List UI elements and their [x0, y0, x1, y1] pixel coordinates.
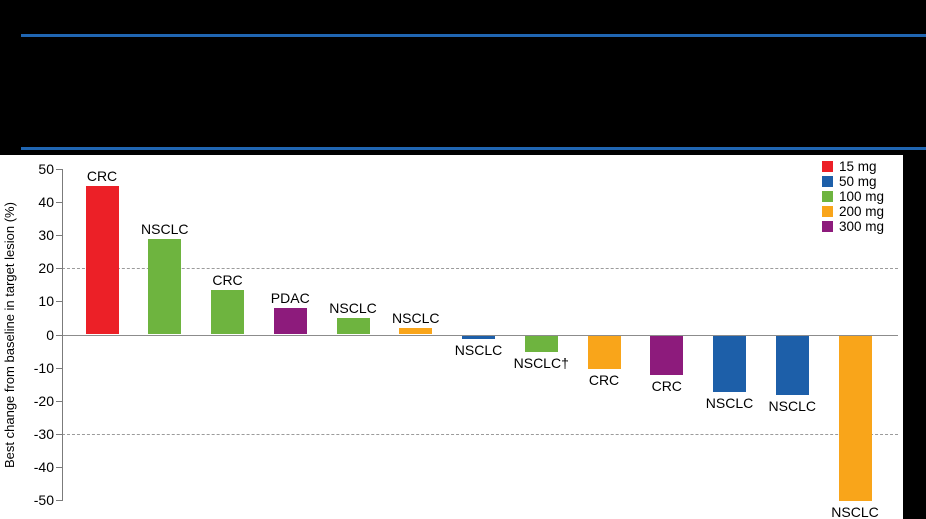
- y-tick-mark: [56, 268, 62, 270]
- legend-item-100mg: 100 mg: [822, 188, 885, 204]
- legend-swatch-15mg: [822, 160, 833, 172]
- bar-6-NSCLC: [399, 327, 433, 335]
- y-tick-label: 50: [38, 161, 54, 177]
- y-tick-mark: [56, 169, 62, 170]
- y-axis-line: [62, 169, 63, 501]
- y-tick-mark: [56, 202, 62, 204]
- y-tick-label: 30: [38, 227, 54, 244]
- legend-swatch-300mg: [822, 220, 833, 232]
- bar-label-5: NSCLC: [329, 299, 377, 316]
- bar-label-12: NSCLC: [768, 398, 816, 415]
- y-tick-label: -20: [33, 392, 54, 409]
- y-tick-mark: [56, 400, 62, 402]
- bar-3-CRC: [211, 289, 244, 335]
- y-axis-title: Best change from baseline in target lesi…: [2, 202, 17, 468]
- reference-line--30: [62, 433, 898, 435]
- legend-label: 50 mg: [839, 173, 877, 189]
- legend-label: 300 mg: [839, 218, 885, 234]
- y-tick-label: 40: [38, 194, 54, 211]
- legend-label: 15 mg: [839, 158, 877, 174]
- bar-label-1: CRC: [86, 167, 118, 184]
- bar-11-NSCLC: [713, 335, 746, 392]
- header-rule-bottom: [21, 147, 926, 150]
- bar-label-4: PDAC: [270, 290, 310, 307]
- bar-12-NSCLC: [775, 335, 809, 396]
- y-tick-label: 10: [38, 293, 54, 310]
- legend-item-200mg: 200 mg: [822, 203, 885, 219]
- y-tick-mark: [56, 334, 62, 336]
- bar-9-CRC: [587, 335, 621, 369]
- bar-label-10: CRC: [651, 378, 682, 395]
- y-tick-mark: [56, 466, 62, 468]
- bar-label-11: NSCLC: [705, 394, 754, 411]
- chart-panel: Best change from baseline in target lesi…: [0, 155, 903, 519]
- bar-7-NSCLC: [462, 335, 495, 339]
- legend-swatch-50mg: [822, 175, 833, 187]
- legend-swatch-100mg: [822, 190, 833, 202]
- y-tick-label: 20: [38, 260, 54, 277]
- y-tick-label: -30: [33, 425, 54, 442]
- y-tick-mark: [56, 301, 62, 303]
- legend-item-15mg: 15 mg: [822, 158, 877, 174]
- legend-label: 200 mg: [839, 203, 885, 219]
- y-tick-mark: [56, 433, 62, 435]
- y-tick-label: -40: [33, 458, 54, 475]
- bar-label-6: NSCLC: [392, 309, 440, 326]
- bar-10-CRC: [650, 335, 684, 376]
- bar-5-NSCLC: [336, 317, 370, 335]
- bar-label-8: NSCLC†: [513, 355, 569, 372]
- y-tick-mark: [56, 367, 62, 369]
- bar-2-NSCLC: [148, 238, 182, 335]
- y-tick-mark: [56, 500, 62, 501]
- y-tick-mark: [56, 235, 62, 237]
- header-rule-top: [21, 34, 926, 37]
- bar-4-PDAC: [273, 308, 307, 335]
- zero-baseline: [62, 334, 898, 336]
- bar-13-NSCLC: [838, 335, 872, 501]
- legend-swatch-200mg: [822, 205, 833, 217]
- legend-label: 100 mg: [839, 188, 885, 204]
- bar-8-NSCLC: [524, 335, 558, 353]
- bar-label-7: NSCLC: [454, 341, 503, 358]
- bar-label-3: CRC: [212, 271, 243, 288]
- y-tick-label: -50: [33, 492, 54, 508]
- bar-label-2: NSCLC: [141, 220, 189, 237]
- reference-line-20: [62, 268, 898, 270]
- legend-item-300mg: 300 mg: [822, 218, 885, 234]
- y-tick-label: 0: [46, 326, 54, 343]
- bar-label-13: NSCLC: [831, 504, 879, 519]
- legend-item-50mg: 50 mg: [822, 173, 877, 189]
- y-tick-label: -10: [33, 359, 54, 376]
- bar-label-9: CRC: [588, 371, 620, 388]
- bar-1-CRC: [85, 185, 119, 335]
